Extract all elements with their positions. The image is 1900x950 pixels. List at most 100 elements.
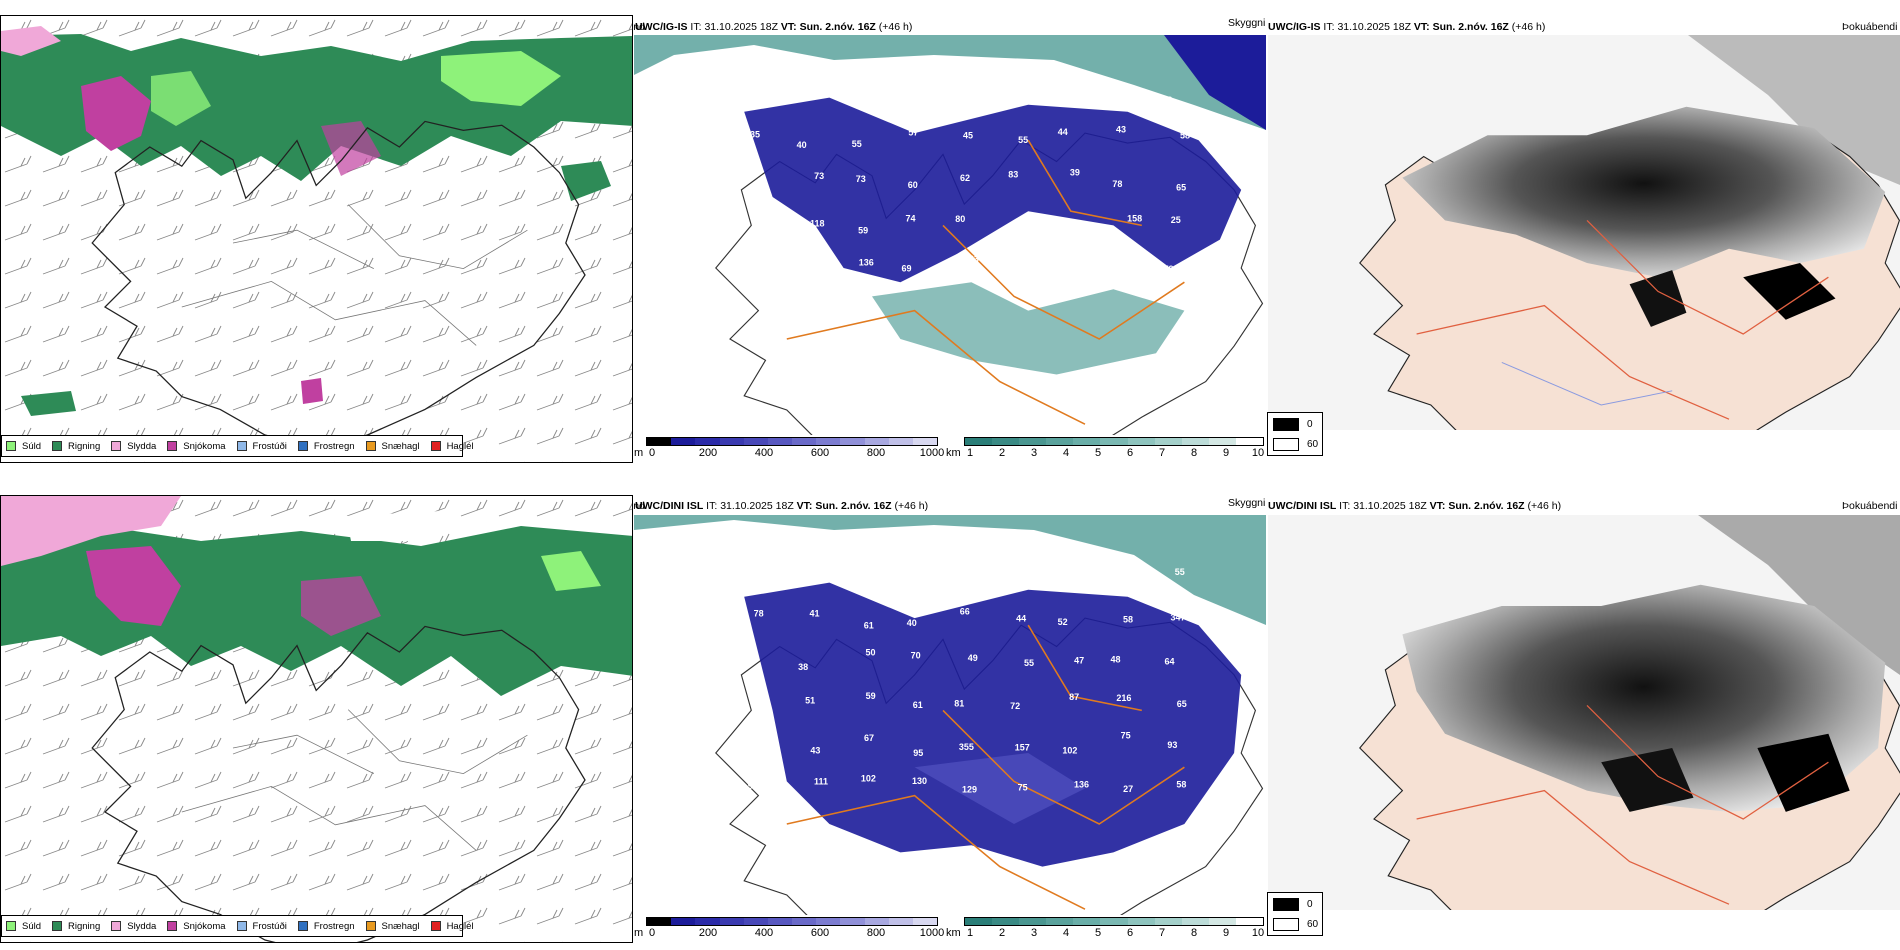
precip-legend-swatch (297, 441, 308, 451)
visibility-value-label: 60 (908, 180, 918, 190)
visibility-value-label: 52 (1058, 617, 1068, 627)
colorbar-tick: 400 (754, 447, 774, 459)
visibility-value-label: 95 (913, 748, 923, 758)
fog-indicator-map (1268, 35, 1900, 430)
colorbar-tick: 4 (1062, 927, 1070, 939)
visibility-value-label: 136 (1074, 779, 1089, 789)
visibility-value-label: 40 (907, 618, 917, 628)
precip-legend-label: Haglél (446, 920, 474, 932)
visibility-colorbar-ticks: 1 2 3 4 5 6 7 8 9 10 (946, 926, 1264, 940)
visibility-map: 121 69 49 47 47 51 44 66 48 35 40 55 57 45 55 44 43 58 62 7… (634, 35, 1266, 435)
precip-legend: Súld Rigning Slydda Snjókoma Frostúði Frostre… (1, 435, 474, 457)
fog-indicator-map (1268, 515, 1900, 910)
precip-legend-item: Súld (6, 441, 41, 452)
precip-legend-label: Snjókoma (183, 440, 226, 452)
precip-legend-swatch (111, 441, 122, 451)
visibility-value-label: 55 (852, 139, 862, 149)
precip-legend-item: Rigning (52, 441, 100, 452)
visibility-value-label: 50 (866, 647, 876, 657)
visibility-value-label: 70 (911, 651, 921, 661)
precip-legend-label: Snæhagl (381, 440, 420, 452)
colorbar-segment (864, 438, 889, 445)
precip-legend-label: Súld (22, 440, 42, 452)
visibility-value-label: 95 (1069, 262, 1079, 272)
precip-legend-label: Slydda (127, 440, 157, 452)
precip-type-map (0, 15, 633, 463)
colorbar-segment (1181, 918, 1209, 925)
visibility-value-label: 80 (955, 214, 965, 224)
colorbar-tick: 400 (754, 927, 774, 939)
precip-legend-swatch (365, 921, 376, 931)
colorbar-segment (840, 438, 865, 445)
visibility-value-label: 64 (1164, 657, 1174, 667)
colorbar-tick: 200 (698, 447, 718, 459)
visibility-value-label: 232 (745, 267, 760, 277)
visibility-value-label: 74 (905, 214, 915, 224)
colorbar-unit: m (634, 447, 644, 459)
visibility-value-label: 355 (959, 742, 974, 752)
colorbar-segment (647, 918, 672, 925)
fog-panel-label: Þokuábendi (1842, 21, 1898, 33)
visibility-colorbar: 1 2 3 4 5 6 7 8 9 10 km (946, 917, 1264, 940)
colorbar-segment (792, 918, 817, 925)
precip-legend-item: Frostúði (236, 441, 287, 452)
colorbar-tick: 600 (810, 447, 830, 459)
colorbar-unit: km (946, 447, 961, 459)
precip-legend-item: Haglél (430, 441, 474, 452)
colorbar-tick: 1000 (919, 927, 945, 939)
fog-legend-row: 60 (1273, 918, 1318, 931)
visibility-value-label: 62 (757, 177, 767, 187)
precip-legend-item: Slydda (111, 441, 156, 452)
precip-legend-item: Snæhagl (365, 440, 420, 452)
colorbar-unit: km (946, 927, 961, 939)
terrain-colorbar: 0 200 400 600 800 1000 m (634, 437, 944, 460)
visibility-value-label: 61 (913, 700, 923, 710)
vis-panel-label: Skyggni (1228, 17, 1266, 29)
precip-legend-swatch (167, 921, 178, 931)
visibility-value-label: 48 (1111, 654, 1121, 664)
visibility-value-label: 56 (1114, 573, 1124, 583)
precip-legend-item: Snæhagl (365, 921, 420, 932)
precip-legend-label: Slydda (127, 920, 157, 932)
visibility-colorbar: 1 2 3 4 5 6 7 8 9 10 km (946, 437, 1264, 460)
visibility-value-label: 49 (968, 653, 978, 663)
colorbar-segment (965, 438, 993, 445)
colorbar-segment (816, 918, 841, 925)
visibility-value-label: 43 (810, 746, 820, 756)
colorbar-tick: 0 (648, 927, 656, 939)
visibility-value-label: 73 (856, 174, 866, 184)
visibility-value-label: 168 (901, 565, 916, 575)
visibility-value-label: 69 (1007, 568, 1017, 578)
visibility-value-label: 158 (1127, 214, 1142, 224)
visibility-value-label: 66 (960, 607, 970, 617)
visibility-value-label: 130 (912, 776, 927, 786)
visibility-value-label: 83 (1008, 169, 1018, 179)
visibility-value-label: 102 (861, 773, 876, 783)
colorbar-tick: 3 (1030, 447, 1038, 459)
visibility-value-label: 35 (750, 129, 760, 139)
terrain-colorbar-strip (646, 437, 938, 446)
colorbar-segment (864, 918, 889, 925)
visibility-value-label: 33 (969, 254, 979, 264)
colorbar-segment (792, 438, 817, 445)
visibility-value-label: 39 (1070, 167, 1080, 177)
visibility-label-group: 121 69 49 47 47 51 44 66 48 35 40 55 57 45 55 44 43 58 62 7… (745, 85, 1190, 277)
colorbar-tick: 7 (1158, 447, 1166, 459)
visibility-value-label: 75 (1018, 783, 1028, 793)
colorbar-segment (719, 438, 744, 445)
terrain-colorbar-ticks: 0 200 400 600 800 1000 (634, 446, 944, 460)
visibility-value-label: 45 (963, 130, 973, 140)
colorbar-segment (1154, 438, 1182, 445)
visibility-value-label: 102 (1062, 745, 1077, 755)
visibility-value-label: 44 (1064, 85, 1074, 95)
visibility-value-label: 81 (954, 698, 964, 708)
colorbar-segment (1208, 918, 1236, 925)
colorbar-tick: 600 (810, 927, 830, 939)
precip-legend-swatch (236, 441, 247, 451)
visibility-value-label: 25 (1171, 215, 1181, 225)
visibility-value-label: 66 (1118, 87, 1128, 97)
row-2: UWC/DINI ISL IT: 31.10.2025 18Z VT: Sun.… (0, 480, 1900, 950)
precip-legend-item: Slydda (111, 921, 156, 932)
colorbar-tick: 1 (966, 447, 974, 459)
visibility-value-label: 41 (810, 609, 820, 619)
